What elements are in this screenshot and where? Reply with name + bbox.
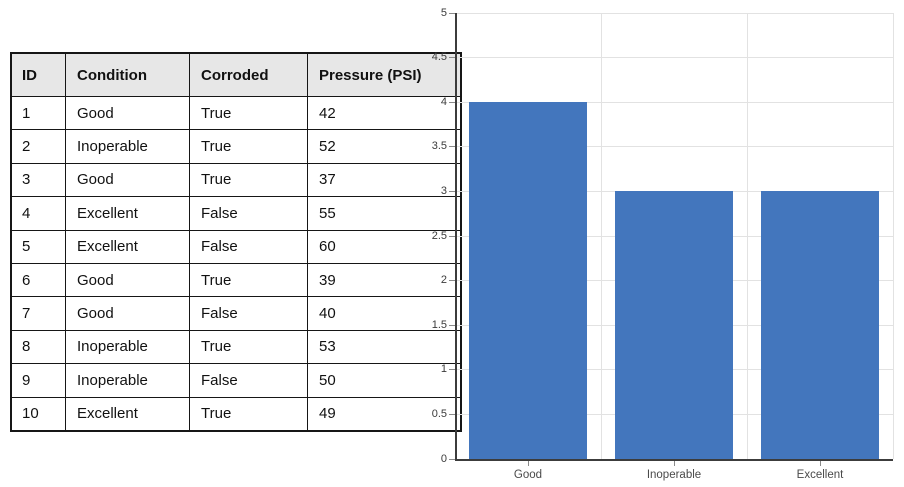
table-row: 7 Good False 40 bbox=[10, 296, 462, 331]
gridline-horizontal bbox=[455, 146, 893, 148]
cell-corroded: False bbox=[189, 229, 308, 264]
cell-condition: Good bbox=[65, 296, 190, 331]
y-axis-tick bbox=[449, 280, 455, 282]
column-header-corroded: Corroded bbox=[189, 52, 308, 97]
y-axis-tick bbox=[449, 146, 455, 148]
y-tick-label: 3 bbox=[440, 184, 447, 197]
cell-condition: Inoperable bbox=[65, 363, 190, 398]
cell-corroded: True bbox=[189, 262, 308, 298]
x-axis bbox=[455, 459, 893, 461]
cell-id: 10 bbox=[10, 396, 66, 432]
table-body: 1 Good True 42 2 Inoperable True 52 3 Good True 37 4… bbox=[10, 95, 462, 432]
cell-corroded: True bbox=[189, 162, 308, 198]
bar-good bbox=[469, 102, 587, 459]
table-row: 10 Excellent True 49 bbox=[10, 396, 462, 432]
y-tick-label: 4 bbox=[440, 95, 447, 108]
table-row: 8 Inoperable True 53 bbox=[10, 329, 462, 365]
cell-corroded: False bbox=[189, 363, 308, 398]
bar-excellent bbox=[761, 191, 879, 459]
cell-pressure-psi: 49 bbox=[307, 396, 462, 432]
cell-pressure-psi: 52 bbox=[307, 129, 462, 164]
bar-chart: 0 0.5 1 1.5 2 2.5 3 3.5 4 4.5 5 Good Inoperable Excel… bbox=[420, 0, 904, 487]
cell-corroded: False bbox=[189, 296, 308, 331]
y-axis-tick bbox=[449, 324, 455, 326]
table-row: 1 Good True 42 bbox=[10, 95, 462, 131]
y-axis-tick bbox=[449, 57, 455, 59]
table-row: 3 Good True 37 bbox=[10, 162, 462, 198]
y-tick-label: 1.5 bbox=[431, 318, 447, 331]
y-axis-tick bbox=[449, 413, 455, 415]
y-tick-label: 2 bbox=[440, 274, 447, 287]
x-axis-tick bbox=[673, 460, 675, 466]
gridline-horizontal bbox=[455, 57, 893, 59]
y-axis-tick bbox=[449, 369, 455, 371]
table-header: ID Condition Corroded Pressure (PSI) bbox=[10, 52, 462, 97]
cell-id: 5 bbox=[10, 229, 66, 264]
table-row: 4 Excellent False 55 bbox=[10, 196, 462, 231]
cell-id: 3 bbox=[10, 162, 66, 198]
cell-pressure-psi: 39 bbox=[307, 262, 462, 298]
table-row: 9 Inoperable False 50 bbox=[10, 363, 462, 398]
table-header-row: ID Condition Corroded Pressure (PSI) bbox=[10, 52, 462, 97]
cell-corroded: True bbox=[189, 396, 308, 432]
pipe-data-table: ID Condition Corroded Pressure (PSI) 1 Good T… bbox=[10, 52, 462, 432]
y-axis-tick bbox=[449, 190, 455, 192]
y-tick-label: 0 bbox=[440, 452, 447, 465]
gridline-vertical bbox=[892, 13, 894, 459]
cell-condition: Good bbox=[65, 162, 190, 198]
y-tick-label: 3.5 bbox=[431, 140, 447, 153]
table-row: 2 Inoperable True 52 bbox=[10, 129, 462, 164]
cell-condition: Excellent bbox=[65, 196, 190, 231]
gridline-horizontal bbox=[455, 12, 893, 14]
y-axis-tick bbox=[449, 458, 455, 460]
cell-condition: Excellent bbox=[65, 229, 190, 264]
cell-id: 8 bbox=[10, 329, 66, 365]
cell-id: 9 bbox=[10, 363, 66, 398]
cell-condition: Good bbox=[65, 95, 190, 131]
cell-id: 6 bbox=[10, 262, 66, 298]
cell-id: 2 bbox=[10, 129, 66, 164]
x-tick-label-good: Good bbox=[513, 469, 543, 481]
cell-corroded: True bbox=[189, 329, 308, 365]
cell-corroded: True bbox=[189, 95, 308, 131]
cell-pressure-psi: 40 bbox=[307, 296, 462, 331]
y-tick-label: 1 bbox=[440, 363, 447, 376]
y-tick-label: 0.5 bbox=[431, 407, 447, 420]
cell-id: 4 bbox=[10, 196, 66, 231]
x-tick-label-excellent: Excellent bbox=[796, 469, 844, 481]
column-header-id: ID bbox=[10, 52, 66, 97]
cell-pressure-psi: 60 bbox=[307, 229, 462, 264]
cell-condition: Inoperable bbox=[65, 329, 190, 365]
column-header-pressure-psi: Pressure (PSI) bbox=[307, 52, 462, 97]
cell-condition: Inoperable bbox=[65, 129, 190, 164]
table-row: 6 Good True 39 bbox=[10, 262, 462, 298]
cell-condition: Excellent bbox=[65, 396, 190, 432]
gridline-vertical bbox=[600, 13, 602, 459]
cell-pressure-psi: 42 bbox=[307, 95, 462, 131]
y-axis-tick bbox=[449, 12, 455, 14]
x-axis-tick bbox=[527, 460, 529, 466]
y-axis-tick bbox=[449, 235, 455, 237]
cell-condition: Good bbox=[65, 262, 190, 298]
cell-pressure-psi: 50 bbox=[307, 363, 462, 398]
cell-id: 1 bbox=[10, 95, 66, 131]
bar-inoperable bbox=[615, 191, 733, 459]
y-axis-tick bbox=[449, 101, 455, 103]
cell-corroded: True bbox=[189, 129, 308, 164]
cell-pressure-psi: 37 bbox=[307, 162, 462, 198]
cell-id: 7 bbox=[10, 296, 66, 331]
gridline-vertical bbox=[746, 13, 748, 459]
gridline-horizontal bbox=[455, 101, 893, 103]
x-axis-tick bbox=[819, 460, 821, 466]
column-header-condition: Condition bbox=[65, 52, 190, 97]
y-tick-label: 2.5 bbox=[431, 229, 447, 242]
cell-corroded: False bbox=[189, 196, 308, 231]
y-tick-label: 4.5 bbox=[431, 51, 447, 64]
x-tick-label-inoperable: Inoperable bbox=[646, 469, 702, 481]
table-row: 5 Excellent False 60 bbox=[10, 229, 462, 264]
y-axis bbox=[455, 13, 457, 461]
y-tick-label: 5 bbox=[440, 6, 447, 19]
cell-pressure-psi: 53 bbox=[307, 329, 462, 365]
